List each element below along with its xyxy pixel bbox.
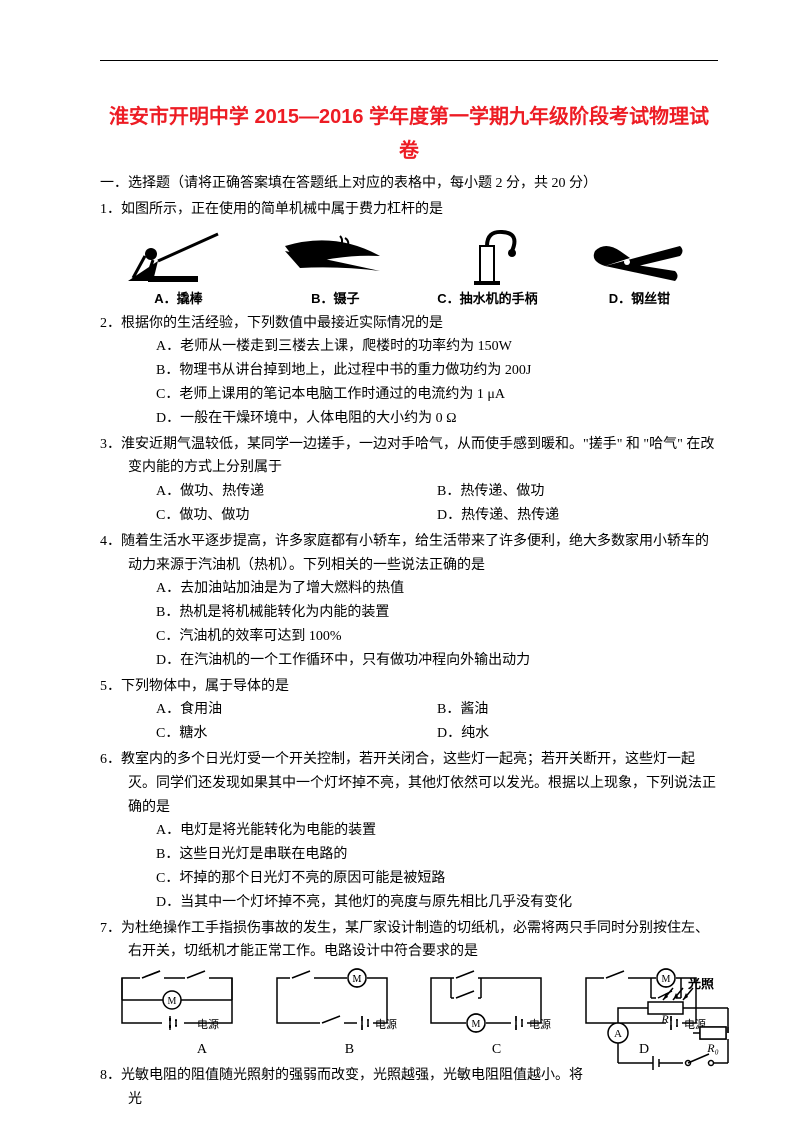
q8-R0-label: R₀: [706, 1041, 719, 1055]
q1-opt-A: A．撬棒: [123, 288, 233, 310]
q7-label-C: C: [492, 1038, 501, 1062]
wire-cutter-icon: [585, 226, 695, 286]
svg-text:M: M: [472, 1019, 481, 1030]
svg-text:M: M: [168, 996, 177, 1007]
question-1: 1．如图所示，正在使用的简单机械中属于费力杠杆的是 A．撬棒 B．镊: [100, 198, 718, 310]
q5-A: A．食用油: [156, 698, 437, 722]
q6-D: D．当其中一个灯坏掉不亮，其他灯的亮度与原先相比几乎没有变化: [100, 891, 718, 915]
q8-light-label: 光照: [687, 978, 714, 991]
tweezers-icon: [280, 226, 390, 286]
q1-fig-D: D．钢丝钳: [585, 226, 695, 310]
q3-stem: 3．淮安近期气温较低，某同学一边搓手，一边对手哈气，从而使手感到暖和。"搓手" …: [100, 433, 718, 481]
q2-C: C．老师上课用的笔记本电脑工作时通过的电流约为 1 μA: [100, 383, 718, 407]
circuit-A-icon: M 电源: [112, 968, 242, 1038]
q7-label-A: A: [197, 1038, 207, 1062]
q5-D: D．纯水: [437, 722, 718, 746]
q1-opt-B: B．镊子: [280, 288, 390, 310]
pump-handle-icon: [442, 226, 532, 286]
q2-stem: 2．根据你的生活经验，下列数值中最接近实际情况的是: [100, 312, 718, 336]
q2-B: B．物理书从讲台掉到地上，此过程中书的重力做功约为 200J: [100, 359, 718, 383]
q5-opts-row2: C．糖水 D．纯水: [100, 722, 718, 746]
q3-A: A．做功、热传递: [156, 480, 437, 504]
q4-A: A．去加油站加油是为了增大燃料的热值: [100, 577, 718, 601]
q5-C: C．糖水: [156, 722, 437, 746]
section-1-heading: 一．选择题（请将正确答案填在答题纸上对应的表格中，每小题 2 分，共 20 分）: [100, 172, 718, 196]
q8-R-label: R: [660, 1012, 669, 1026]
q1-opt-C: C．抽水机的手柄: [437, 288, 537, 310]
q6-A: A．电灯是将光能转化为电能的装置: [100, 819, 718, 843]
question-3: 3．淮安近期气温较低，某同学一边搓手，一边对手哈气，从而使手感到暖和。"搓手" …: [100, 433, 718, 528]
top-rule: [100, 60, 718, 61]
q7-stem: 7．为杜绝操作工手指损伤事故的发生，某厂家设计制造的切纸机，必需将两只手同时分别…: [100, 917, 718, 965]
q3-D: D．热传递、热传递: [437, 504, 718, 528]
question-2: 2．根据你的生活经验，下列数值中最接近实际情况的是 A．老师从一楼走到三楼去上课…: [100, 312, 718, 431]
crowbar-icon: [123, 226, 233, 286]
q8-figure: 光照 R R₀: [603, 978, 733, 1082]
q7-label-B: B: [345, 1038, 354, 1062]
q1-stem: 1．如图所示，正在使用的简单机械中属于费力杠杆的是: [100, 198, 718, 222]
q2-A: A．老师从一楼走到三楼去上课，爬楼时的功率约为 150W: [100, 335, 718, 359]
q6-B: B．这些日光灯是串联在电路的: [100, 843, 718, 867]
svg-text:M: M: [352, 974, 361, 985]
q4-C: C．汽油机的效率可达到 100%: [100, 625, 718, 649]
circuit-B-icon: M M 电源: [267, 968, 397, 1038]
q3-opts-row1: A．做功、热传递 B．热传递、做功: [100, 480, 718, 504]
q5-B: B．酱油: [437, 698, 718, 722]
question-4: 4．随着生活水平逐步提高，许多家庭都有小轿车，给生活带来了许多便利，绝大多数家用…: [100, 530, 718, 673]
q4-D: D．在汽油机的一个工作循环中，只有做功冲程向外输出动力: [100, 649, 718, 673]
q3-opts-row2: C．做功、做功 D．热传递、热传递: [100, 504, 718, 528]
q3-B: B．热传递、做功: [437, 480, 718, 504]
q1-fig-B: B．镊子: [280, 226, 390, 310]
circuit-C-icon: M 电源: [421, 968, 551, 1038]
q1-opt-D: D．钢丝钳: [585, 288, 695, 310]
photoresistor-circuit-icon: 光照 R R₀: [603, 978, 733, 1073]
q8-A-label: A: [614, 1028, 622, 1040]
question-5: 5．下列物体中，属于导体的是 A．食用油 B．酱油 C．糖水 D．纯水: [100, 675, 718, 746]
question-6: 6．教室内的多个日光灯受一个开关控制，若开关闭合，这些灯一起亮；若开关断开，这些…: [100, 748, 718, 915]
q4-stem: 4．随着生活水平逐步提高，许多家庭都有小轿车，给生活带来了许多便利，绝大多数家用…: [100, 530, 718, 578]
q4-B: B．热机是将机械能转化为内能的装置: [100, 601, 718, 625]
q1-fig-A: A．撬棒: [123, 226, 233, 310]
source-label-B: 电源: [375, 1017, 397, 1031]
q6-C: C．坏掉的那个日光灯不亮的原因可能是被短路: [100, 867, 718, 891]
q2-D: D．一般在干燥环境中，人体电阻的大小约为 0 Ω: [100, 407, 718, 431]
q1-fig-C: C．抽水机的手柄: [437, 226, 537, 310]
exam-title: 淮安市开明中学 2015—2016 学年度第一学期九年级阶段考试物理试卷: [100, 100, 718, 168]
q3-C: C．做功、做功: [156, 504, 437, 528]
q1-figures: A．撬棒 B．镊子 C．抽水机的手柄: [100, 226, 718, 310]
page: 淮安市开明中学 2015—2016 学年度第一学期九年级阶段考试物理试卷 一．选…: [0, 0, 793, 1122]
source-label-C: 电源: [529, 1017, 551, 1031]
source-label-A: 电源: [197, 1017, 219, 1031]
q6-stem: 6．教室内的多个日光灯受一个开关控制，若开关闭合，这些灯一起亮；若开关断开，这些…: [100, 748, 718, 819]
q5-opts-row1: A．食用油 B．酱油: [100, 698, 718, 722]
q5-stem: 5．下列物体中，属于导体的是: [100, 675, 718, 699]
